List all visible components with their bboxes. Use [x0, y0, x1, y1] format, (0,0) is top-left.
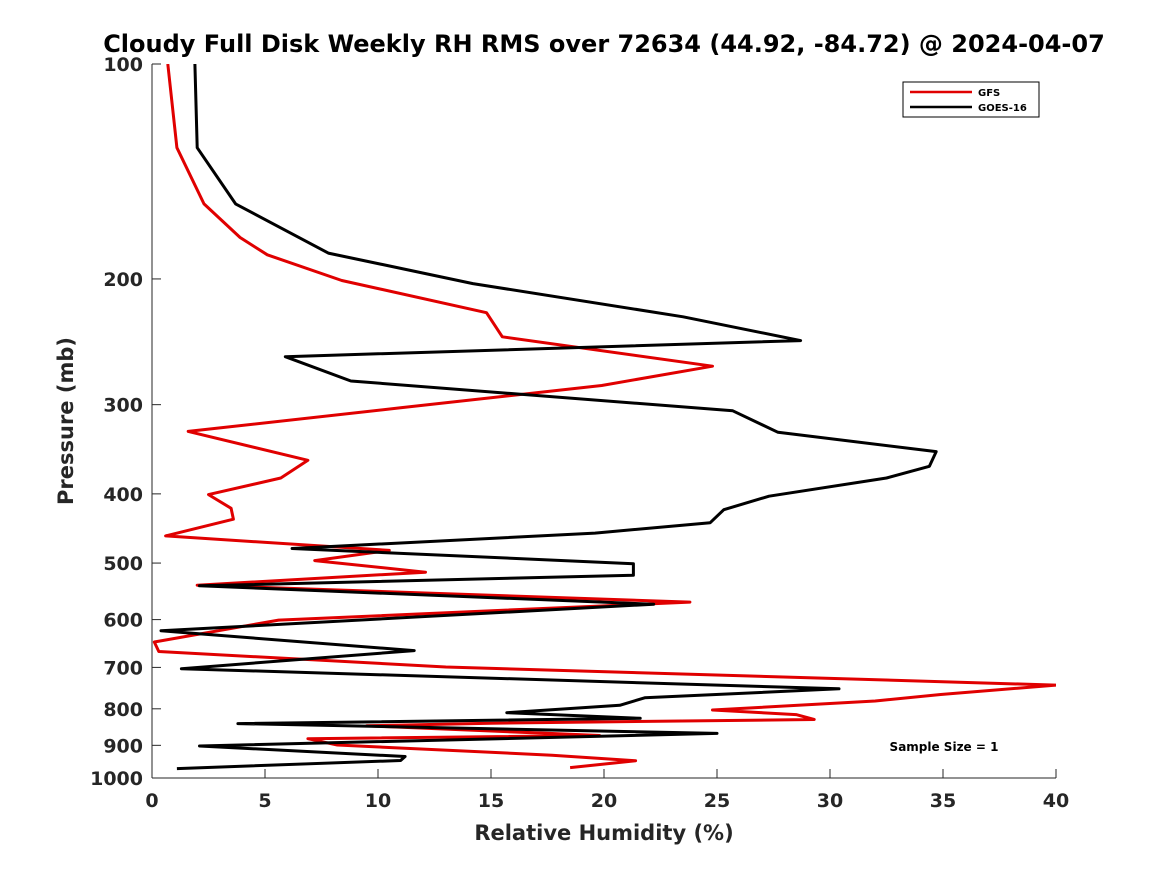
- sample-size-annotation: Sample Size = 1: [890, 740, 999, 754]
- y-tick-label: 500: [103, 553, 143, 575]
- y-axis-label: Pressure (mb): [54, 337, 78, 505]
- x-tick-label: 35: [930, 790, 956, 812]
- x-tick-label: 25: [704, 790, 730, 812]
- x-tick-label: 40: [1043, 790, 1069, 812]
- y-tick-label: 400: [103, 484, 143, 506]
- x-tick-label: 15: [478, 790, 504, 812]
- chart-title: Cloudy Full Disk Weekly RH RMS over 7263…: [103, 30, 1105, 58]
- legend: GFS GOES-16: [902, 81, 1040, 118]
- y-tick-label: 200: [103, 269, 143, 291]
- plot-area: 0 5 10 15 20 25 30 35 40 100 200 300 400 500 600 700 800…: [90, 54, 1069, 812]
- y-tick-label: 600: [103, 610, 143, 632]
- y-tick-label: 100: [103, 54, 143, 76]
- y-tick-label: 700: [103, 657, 143, 679]
- y-tick-label: 900: [103, 735, 143, 757]
- y-tick-label: 800: [103, 699, 143, 721]
- y-tick-label: 1000: [90, 768, 143, 790]
- x-tick-label: 10: [365, 790, 391, 812]
- legend-box: [902, 81, 1040, 118]
- x-tick-label: 30: [817, 790, 843, 812]
- x-axis-label: Relative Humidity (%): [474, 821, 733, 845]
- y-tick-label: 300: [103, 395, 143, 417]
- x-tick-label: 20: [591, 790, 617, 812]
- x-tick-label: 5: [258, 790, 271, 812]
- legend-label-gfs: GFS: [978, 88, 1000, 99]
- legend-label-goes16: GOES-16: [978, 103, 1027, 114]
- x-tick-label: 0: [145, 790, 158, 812]
- series-line-goes16: [159, 64, 938, 771]
- series-line-gfs: [152, 64, 1056, 770]
